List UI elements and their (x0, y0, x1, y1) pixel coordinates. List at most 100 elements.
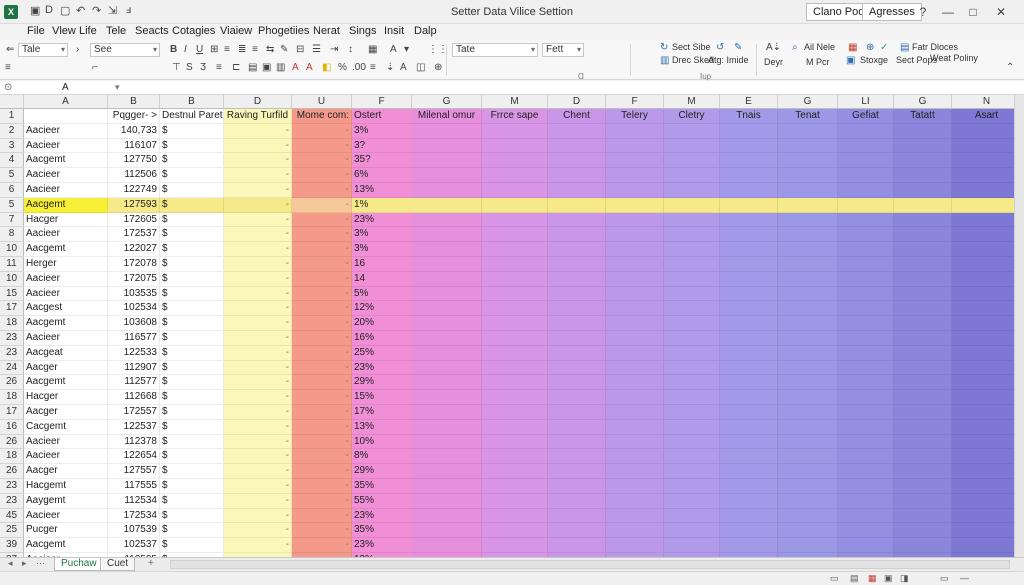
data-cell[interactable]: 116577 (108, 331, 160, 346)
data-cell[interactable] (664, 345, 720, 361)
row-header[interactable]: 10 (0, 242, 24, 257)
data-cell[interactable] (548, 197, 606, 213)
data-cell[interactable] (548, 183, 606, 198)
data-cell[interactable]: 112577 (108, 375, 160, 391)
header-cell[interactable] (24, 109, 108, 124)
data-cell[interactable]: 112534 (108, 493, 160, 509)
data-cell[interactable] (778, 227, 838, 243)
data-cell[interactable] (548, 286, 606, 302)
data-cell[interactable]: 112378 (108, 434, 160, 450)
data-cell[interactable] (778, 360, 838, 376)
format-cells-icon[interactable]: ▤ (900, 42, 910, 53)
data-cell[interactable] (838, 227, 894, 243)
data-cell[interactable] (412, 331, 482, 346)
data-cell[interactable] (894, 227, 952, 243)
data-cell[interactable] (606, 242, 664, 257)
data-cell[interactable] (482, 123, 548, 139)
data-cell[interactable] (606, 360, 664, 376)
data-cell[interactable] (664, 227, 720, 243)
data-cell[interactable] (952, 508, 1022, 524)
data-cell[interactable] (606, 153, 664, 169)
data-cell[interactable]: 122533 (108, 345, 160, 361)
data-cell[interactable] (838, 183, 894, 198)
data-cell[interactable] (720, 123, 778, 139)
settings-small-icon[interactable]: ⊕ (434, 62, 443, 73)
data-cell[interactable]: 172605 (108, 212, 160, 228)
data-cell[interactable] (720, 197, 778, 213)
data-cell[interactable] (482, 331, 548, 346)
data-cell[interactable]: - (292, 405, 352, 420)
data-cell[interactable]: 122537 (108, 419, 160, 435)
data-cell[interactable] (412, 286, 482, 302)
column-header[interactable]: D (224, 95, 292, 109)
data-cell[interactable]: $ (160, 331, 224, 346)
data-cell[interactable]: Aacgeat (24, 345, 108, 361)
data-cell[interactable]: 116107 (108, 138, 160, 154)
data-cell[interactable]: 16 (352, 257, 415, 272)
data-cell[interactable] (606, 301, 664, 317)
drec-sked-button[interactable]: Drec Sked (672, 55, 715, 65)
add-sheet-icon[interactable]: + (148, 558, 154, 569)
data-cell[interactable]: 16% (352, 331, 415, 346)
column-header[interactable]: N (952, 95, 1022, 109)
data-cell[interactable] (720, 375, 778, 391)
data-cell[interactable] (482, 553, 548, 557)
row-header[interactable]: 7 (0, 212, 24, 228)
data-cell[interactable] (664, 271, 720, 287)
data-cell[interactable] (606, 183, 664, 198)
data-cell[interactable]: $ (160, 183, 224, 198)
data-cell[interactable] (894, 123, 952, 139)
data-cell[interactable]: 172075 (108, 271, 160, 287)
data-cell[interactable]: Hacger (24, 212, 108, 228)
data-cell[interactable] (778, 449, 838, 465)
row-header[interactable]: 11 (0, 257, 24, 272)
data-cell[interactable] (664, 257, 720, 272)
column-header[interactable]: B (108, 95, 160, 109)
data-cell[interactable] (952, 375, 1022, 391)
data-cell[interactable] (606, 493, 664, 509)
data-cell[interactable] (412, 479, 482, 494)
data-cell[interactable] (894, 479, 952, 494)
data-cell[interactable] (720, 553, 778, 557)
data-cell[interactable]: - (292, 345, 352, 361)
data-cell[interactable] (412, 345, 482, 361)
data-cell[interactable]: 102537 (108, 538, 160, 553)
data-cell[interactable] (838, 331, 894, 346)
data-cell[interactable]: - (224, 197, 292, 213)
data-cell[interactable] (952, 301, 1022, 317)
data-cell[interactable] (606, 345, 664, 361)
row-header[interactable]: 5 (0, 197, 24, 213)
data-cell[interactable] (606, 434, 664, 450)
data-cell[interactable]: 23% (352, 508, 415, 524)
data-cell[interactable]: 29% (352, 375, 415, 391)
data-cell[interactable]: - (292, 257, 352, 272)
row-header[interactable]: 23 (0, 331, 24, 346)
data-cell[interactable] (778, 479, 838, 494)
data-cell[interactable]: 13% (352, 183, 415, 198)
data-cell[interactable] (664, 449, 720, 465)
data-cell[interactable] (778, 153, 838, 169)
data-cell[interactable] (606, 405, 664, 420)
data-cell[interactable]: $ (160, 153, 224, 169)
font-size-icon[interactable]: A (400, 62, 407, 73)
data-cell[interactable]: - (224, 123, 292, 139)
data-cell[interactable]: $ (160, 242, 224, 257)
data-cell[interactable] (412, 390, 482, 405)
data-cell[interactable]: $ (160, 508, 224, 524)
sect-pops-button[interactable]: Sect Pops (896, 55, 938, 65)
data-cell[interactable] (838, 434, 894, 450)
data-cell[interactable]: - (292, 197, 352, 213)
data-cell[interactable] (482, 508, 548, 524)
agresses-button[interactable]: Agresses (862, 3, 922, 21)
data-cell[interactable] (838, 493, 894, 509)
data-cell[interactable]: Cacgemt (24, 419, 108, 435)
chevron-icon[interactable]: › (76, 44, 80, 55)
pen-icon[interactable]: ✎ (280, 44, 289, 55)
data-cell[interactable]: $ (160, 227, 224, 243)
data-cell[interactable]: - (224, 493, 292, 509)
data-cell[interactable]: - (292, 242, 352, 257)
format-combo[interactable]: Fett ▾ (542, 43, 584, 57)
data-cell[interactable] (778, 168, 838, 183)
data-cell[interactable]: - (292, 523, 352, 539)
data-cell[interactable]: 107539 (108, 523, 160, 539)
